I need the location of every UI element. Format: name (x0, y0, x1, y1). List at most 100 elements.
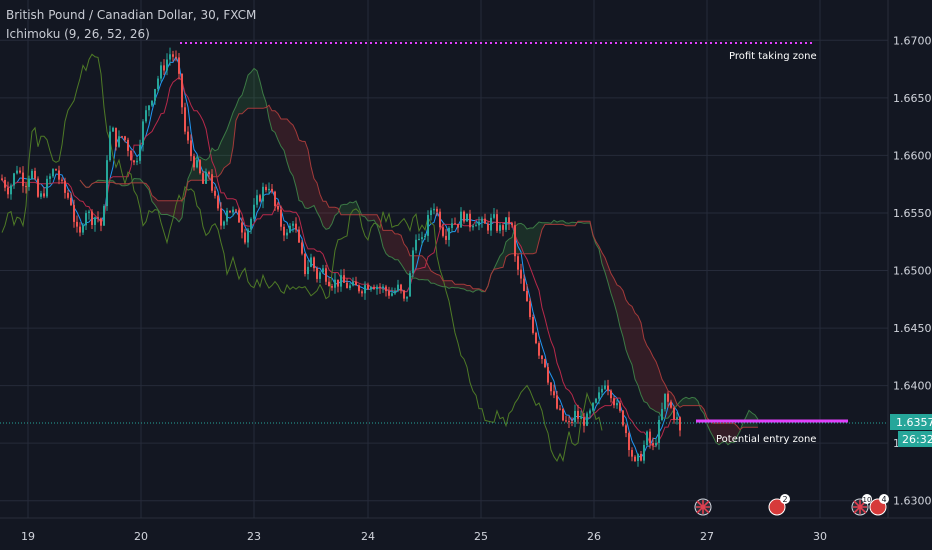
candle-body (151, 100, 153, 106)
cloud-segment (332, 207, 335, 224)
price-tick-label: 1.64500 (893, 322, 932, 335)
event-badge-count: 4 (882, 495, 887, 504)
cloud-segment (176, 200, 179, 222)
countdown-tag-value: 26:32 (902, 433, 932, 446)
cloud-segment (251, 68, 254, 109)
event-badge-flag-ca-2[interactable]: 4 (869, 494, 889, 516)
price-tick-label: 1.66500 (893, 92, 932, 105)
candle-body (472, 225, 474, 228)
cloud-segment (725, 423, 728, 445)
cloud-segment (158, 200, 161, 215)
candle-body (535, 332, 537, 344)
candle-body (433, 208, 435, 211)
cloud-segment (239, 95, 242, 114)
candle-body (538, 343, 540, 356)
indicator-legend[interactable]: Ichimoku (9, 26, 52, 26) (6, 27, 150, 41)
candle-body (652, 443, 654, 446)
cloud-segment (689, 397, 692, 406)
candle-body (34, 170, 36, 179)
candle-body (169, 54, 171, 60)
last-price-tag (890, 414, 932, 430)
cloud-segment (212, 148, 215, 177)
last-price-tag-value: 1.63574 (896, 416, 932, 429)
candle-body (214, 190, 216, 196)
cloud-segment (287, 119, 290, 172)
candle-body (217, 195, 219, 209)
candle-body (199, 160, 201, 174)
time-tick-label: 20 (134, 530, 148, 543)
cloud-segment (449, 280, 452, 289)
cloud-segment (224, 129, 227, 168)
candle-body (625, 425, 627, 434)
candle-body (598, 392, 600, 399)
candle-body (376, 286, 378, 290)
cloud-segment (299, 139, 302, 202)
cloud-segment (659, 369, 662, 418)
candle-body (499, 225, 501, 231)
candle-body (121, 136, 123, 138)
cloud-segment (500, 252, 503, 268)
candle-body (25, 186, 27, 188)
cloud-segment (461, 284, 464, 290)
candle-body (64, 180, 66, 193)
cloud-segment (161, 200, 164, 215)
candle-body (76, 221, 78, 227)
cloud-segment (320, 194, 323, 226)
candle-body (136, 160, 138, 163)
candle-body (193, 156, 195, 168)
candle-body (259, 195, 261, 202)
candle-body (49, 176, 51, 179)
symbol-title[interactable]: British Pound / Canadian Dollar, 30, FXC… (6, 8, 257, 22)
time-axis[interactable] (0, 518, 932, 550)
candle-body (148, 105, 150, 111)
time-tick-label: 27 (700, 530, 714, 543)
candle-body (439, 211, 441, 228)
candle-body (115, 127, 117, 147)
candle-body (340, 275, 342, 287)
cloud-segment (218, 141, 221, 177)
cloud-segment (134, 178, 137, 183)
candle-body (274, 191, 276, 207)
candle-body (655, 442, 657, 446)
candle-body (160, 65, 162, 79)
candle-body (514, 225, 516, 257)
cloud-segment (746, 410, 749, 428)
candle-body (430, 210, 432, 216)
cloud-segment (137, 178, 140, 183)
candle-body (604, 385, 606, 389)
candle-body (589, 410, 591, 414)
candle-body (571, 421, 573, 423)
cloud-segment (470, 285, 473, 293)
candle-body (361, 291, 363, 294)
candle-body (577, 410, 579, 419)
candle-body (679, 417, 681, 431)
candle-body (61, 179, 63, 181)
event-badge-flag-uk[interactable] (694, 498, 712, 516)
candle-body (322, 268, 324, 273)
cloud-segment (686, 397, 689, 406)
cloud-segment (647, 345, 650, 408)
candle-body (526, 290, 528, 302)
candle-body (40, 193, 42, 197)
price-tick-label: 1.65000 (893, 265, 932, 278)
event-badge-flag-ca[interactable]: 2 (768, 494, 790, 516)
event-badge-flag-uk-2[interactable]: 10 (851, 494, 872, 516)
cloud-segment (401, 235, 404, 269)
cloud-segment (248, 72, 251, 109)
candle-body (646, 431, 648, 445)
cloud-segment (503, 241, 506, 268)
candle-body (244, 232, 246, 243)
cloud-segment (326, 201, 329, 230)
cloud-segment (179, 200, 182, 222)
time-tick-label: 19 (21, 530, 35, 543)
candle-body (355, 281, 357, 286)
countdown-tag (898, 431, 932, 447)
cloud-segment (509, 237, 512, 255)
candle-body (175, 56, 177, 58)
candles[interactable] (1, 47, 681, 467)
cloud-segment (521, 223, 524, 254)
candle-body (676, 417, 678, 420)
cloud-segment (695, 397, 698, 406)
cloud-segment (683, 397, 686, 406)
